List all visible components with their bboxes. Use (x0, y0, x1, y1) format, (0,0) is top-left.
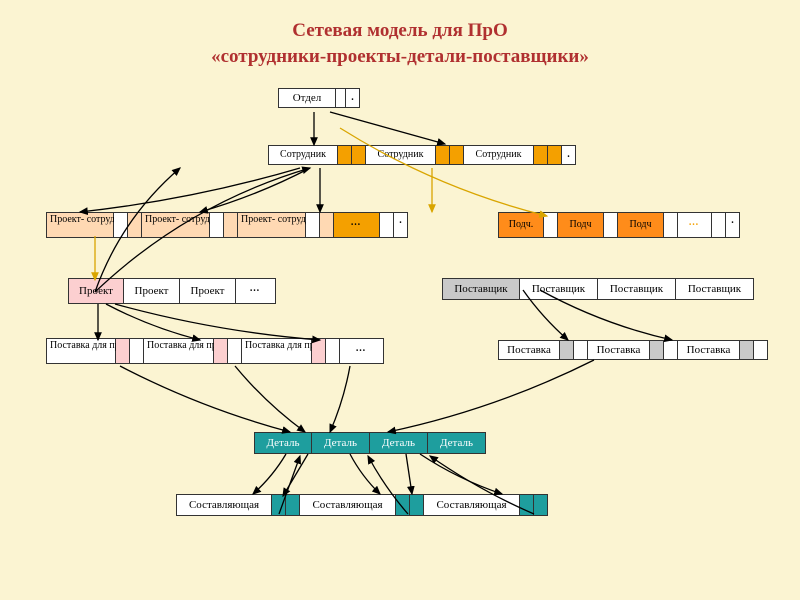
arrow-layer (0, 0, 800, 600)
